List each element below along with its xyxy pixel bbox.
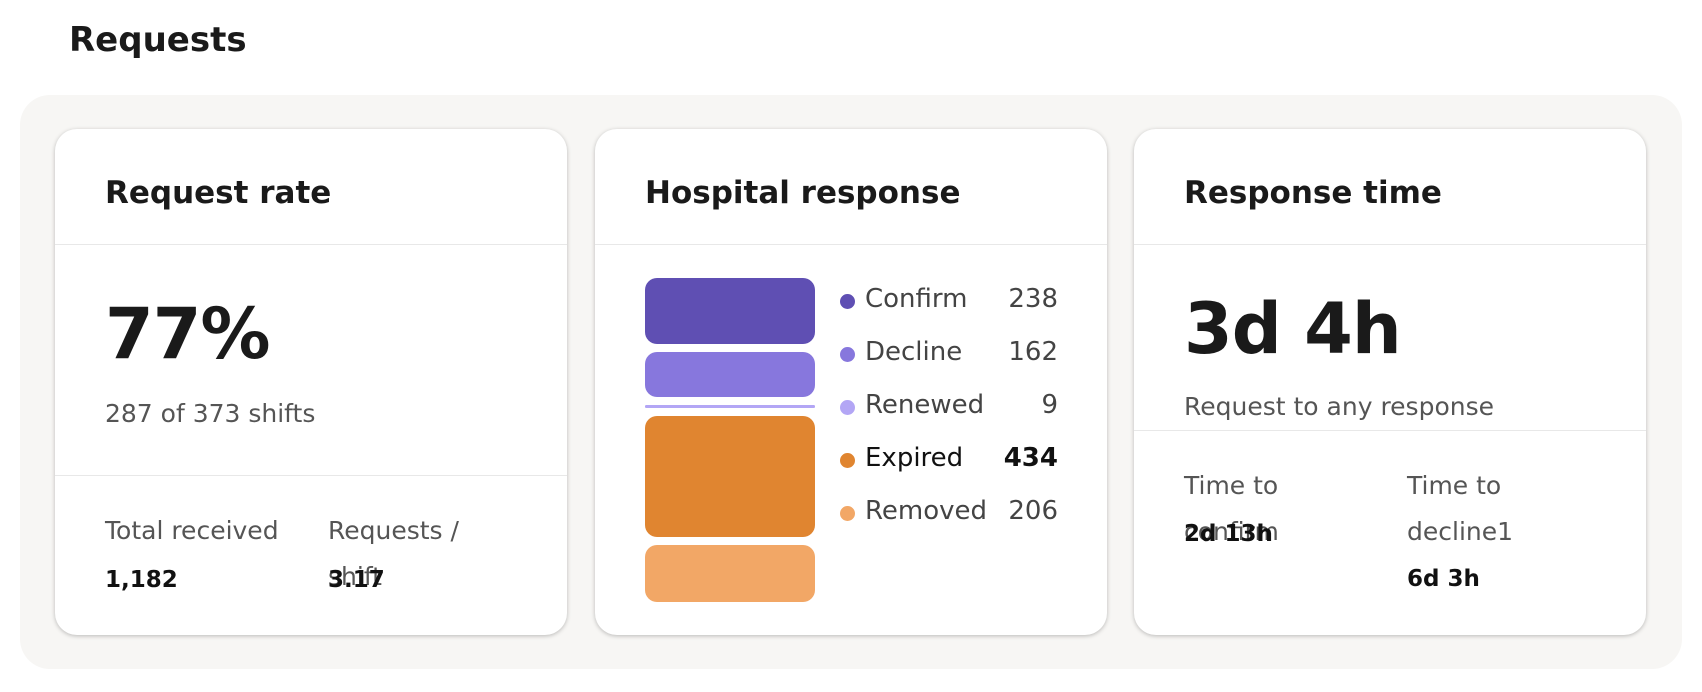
- divider: [55, 244, 567, 245]
- subtitle: 287 of 373 shifts: [105, 399, 316, 428]
- stat-value: 6d 3h: [1407, 566, 1480, 592]
- bar-segment: [645, 278, 815, 345]
- legend-dot: [840, 400, 855, 415]
- stat-value: 3.17: [328, 567, 385, 593]
- bar-segment: [645, 405, 815, 408]
- page-title: Requests: [69, 20, 247, 60]
- bar-segment: [645, 352, 815, 398]
- stat-value: 1,182: [105, 567, 178, 593]
- divider: [595, 244, 1107, 245]
- card-title: Response time: [1184, 175, 1442, 211]
- divider: [1134, 430, 1646, 431]
- legend-name: Decline: [865, 337, 963, 367]
- card-title: Request rate: [105, 175, 332, 211]
- stat-label: Total received: [105, 516, 279, 545]
- stat-value: 2d 13h: [1184, 521, 1273, 547]
- divider: [55, 475, 567, 476]
- card: Response time 3d 4h Request to any respo…: [1134, 129, 1646, 635]
- card: Request rate 77% 287 of 373 shifts Total…: [55, 129, 567, 635]
- legend-name: Expired: [865, 443, 964, 473]
- divider: [1134, 244, 1646, 245]
- legend-name: Confirm: [865, 284, 968, 314]
- legend-value: 162: [1008, 337, 1058, 367]
- bar-segment: [645, 544, 815, 602]
- legend-name: Renewed: [865, 390, 985, 420]
- stat-label: Time to confirm: [1184, 471, 1279, 546]
- legend-dot: [840, 347, 855, 362]
- legend-value: 238: [1008, 284, 1058, 314]
- stat-label: Requests / shift: [328, 516, 459, 591]
- big-value: 77%: [105, 293, 271, 375]
- legend-name: Removed: [865, 496, 988, 526]
- card-title: Hospital response: [645, 175, 961, 211]
- subtitle: Request to any response: [1184, 392, 1494, 421]
- legend-value: 206: [1008, 496, 1058, 526]
- big-value: 3d 4h: [1184, 288, 1402, 370]
- stat-label: Time to decline1: [1407, 471, 1514, 546]
- card: Hospital response Confirm 238 Decline 162 Re…: [595, 129, 1107, 635]
- bar-segment: [645, 415, 815, 537]
- legend-dot: [840, 453, 855, 468]
- legend-dot: [840, 506, 855, 521]
- legend-value: 434: [1003, 443, 1058, 473]
- legend-dot: [840, 294, 855, 309]
- legend-value: 9: [1041, 390, 1058, 420]
